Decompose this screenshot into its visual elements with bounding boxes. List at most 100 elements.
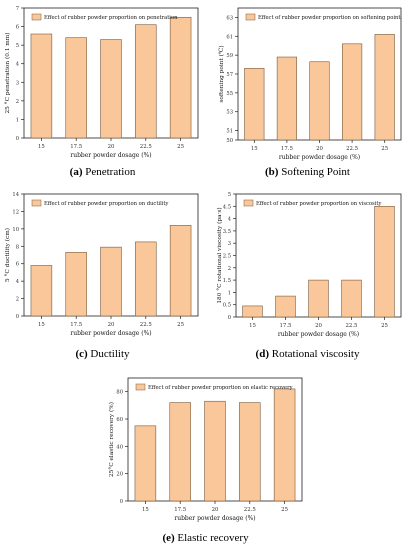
bar bbox=[275, 295, 296, 318]
caption-letter: (c) bbox=[75, 348, 88, 360]
y-tick-label: 53 bbox=[226, 110, 233, 116]
y-tick-label: 2 bbox=[228, 266, 231, 272]
bar bbox=[134, 425, 157, 502]
caption-text: Ductility bbox=[90, 348, 130, 360]
caption-viscosity: (d) Rotational viscosity bbox=[205, 348, 410, 360]
bar bbox=[341, 279, 362, 318]
chart-panel-viscosity: 0 0.5 1 1.5 2 2.5 3 3.5 4 4.5 5 15 17.5 20 22.5 25 rubbe… bbox=[205, 186, 410, 344]
y-tick-label: 0.5 bbox=[223, 303, 231, 309]
caption-letter: (b) bbox=[265, 166, 279, 178]
y-tick-label: 20 bbox=[116, 472, 123, 478]
y-tick-label: 0 bbox=[228, 315, 231, 321]
x-axis-label: rubber powder dosage (%) bbox=[70, 152, 151, 159]
x-tick-label: 15 bbox=[38, 322, 45, 328]
y-tick-label: 4 bbox=[16, 62, 20, 68]
x-tick-label: 25 bbox=[381, 323, 388, 329]
bar bbox=[374, 34, 395, 141]
x-tick-label: 17.5 bbox=[281, 146, 294, 152]
y-tick-label: 3 bbox=[228, 241, 231, 247]
y-tick-label: 57 bbox=[226, 72, 233, 78]
chart-panel-elastic-recovery: 0 20 40 60 80 15 17.5 20 22.5 25 rubber powder dos… bbox=[98, 368, 313, 528]
x-tick-label: 20 bbox=[212, 507, 219, 513]
caption-text: Softening Point bbox=[281, 166, 350, 178]
y-tick-label: 55 bbox=[226, 91, 233, 97]
y-tick-label: 12 bbox=[12, 209, 19, 215]
x-tick-label: 20 bbox=[316, 146, 323, 152]
x-tick-label: 22.5 bbox=[345, 323, 358, 329]
bar bbox=[169, 16, 192, 139]
x-tick-label: 17.5 bbox=[279, 323, 292, 329]
y-tick-label: 4.5 bbox=[223, 204, 231, 210]
caption-text: Elastic recovery bbox=[177, 532, 249, 544]
y-tick-label: 60 bbox=[116, 417, 123, 423]
y-tick-label: 2 bbox=[16, 99, 19, 105]
x-tick-label: 25 bbox=[381, 146, 388, 152]
y-tick-label: 50 bbox=[226, 138, 233, 144]
y-tick-label: 1 bbox=[16, 117, 19, 123]
legend-swatch bbox=[31, 13, 42, 21]
legend-label: Effect of rubber powder proportion on vi… bbox=[256, 201, 381, 207]
x-tick-label: 22.5 bbox=[346, 146, 359, 152]
legend-label: Effect of rubber powder proportion on so… bbox=[258, 15, 401, 21]
bar bbox=[135, 241, 157, 317]
chart-softening-point: 50 51 53 55 57 59 61 63 15 17.5 20 22.5 25 rubber pow… bbox=[218, 7, 402, 161]
bar bbox=[242, 305, 263, 318]
caption-letter: (a) bbox=[69, 166, 83, 178]
x-axis-label: rubber powder dosage (%) bbox=[174, 515, 255, 522]
bar bbox=[239, 402, 261, 502]
y-tick-label: 59 bbox=[226, 53, 233, 59]
bar bbox=[65, 37, 87, 139]
chart-penetration: 0 1 2 3 4 5 6 7 15 17.5 20 22.5 25 rubber powder dosa… bbox=[4, 6, 199, 159]
y-tick-label: 63 bbox=[226, 15, 233, 21]
x-tick-label: 15 bbox=[251, 146, 258, 152]
y-tick-label: 0 bbox=[16, 314, 19, 320]
bar bbox=[169, 225, 192, 317]
legend-swatch bbox=[135, 383, 146, 391]
legend-swatch bbox=[245, 13, 256, 21]
x-axis-label: rubber powder dosage (%) bbox=[70, 330, 151, 337]
bar bbox=[30, 33, 53, 139]
bar bbox=[100, 246, 122, 317]
bar bbox=[100, 39, 122, 139]
x-axis-label: rubber powder dosage (%) bbox=[279, 154, 360, 161]
y-tick-label: 3.5 bbox=[223, 229, 231, 235]
y-tick-label: 3 bbox=[16, 80, 19, 86]
caption-penetration: (a) Penetration bbox=[0, 166, 205, 178]
x-tick-label: 22.5 bbox=[140, 322, 153, 328]
y-tick-label: 61 bbox=[226, 34, 233, 40]
bar bbox=[204, 400, 226, 502]
caption-letter: (e) bbox=[162, 532, 175, 544]
y-tick-label: 7 bbox=[16, 6, 19, 12]
x-axis-label: rubber powder dosage (%) bbox=[278, 331, 359, 338]
bar bbox=[308, 279, 329, 318]
caption-letter: (d) bbox=[255, 348, 269, 360]
bar bbox=[135, 24, 157, 139]
y-tick-label: 51 bbox=[226, 129, 233, 135]
x-tick-label: 25 bbox=[177, 144, 184, 150]
y-tick-label: 2.5 bbox=[223, 254, 231, 260]
y-tick-label: 4 bbox=[16, 279, 20, 285]
x-tick-label: 22.5 bbox=[244, 507, 257, 513]
bar bbox=[65, 252, 87, 317]
x-tick-label: 22.5 bbox=[140, 144, 153, 150]
y-axis-label: 25 °C penetration (0.1 mm) bbox=[4, 32, 11, 113]
y-tick-label: 0 bbox=[120, 499, 123, 505]
caption-text: Rotational viscosity bbox=[271, 348, 360, 360]
x-tick-label: 20 bbox=[108, 144, 115, 150]
bar bbox=[244, 68, 265, 141]
bar bbox=[30, 265, 53, 317]
bar bbox=[309, 61, 330, 141]
y-tick-label: 8 bbox=[16, 244, 19, 250]
chart-panel-ductility: 0 2 4 6 8 10 12 14 15 17.5 20 22.5 25 rubber powder d… bbox=[0, 186, 205, 344]
y-tick-label: 6 bbox=[16, 25, 19, 31]
caption-text: Penetration bbox=[85, 166, 136, 178]
y-tick-label: 0 bbox=[16, 136, 19, 142]
y-tick-label: 14 bbox=[12, 192, 19, 198]
x-tick-label: 20 bbox=[108, 322, 115, 328]
x-tick-label: 15 bbox=[38, 144, 45, 150]
x-tick-label: 17.5 bbox=[70, 322, 83, 328]
x-tick-label: 17.5 bbox=[174, 507, 187, 513]
x-tick-label: 25 bbox=[281, 507, 288, 513]
y-tick-label: 2 bbox=[16, 297, 19, 303]
